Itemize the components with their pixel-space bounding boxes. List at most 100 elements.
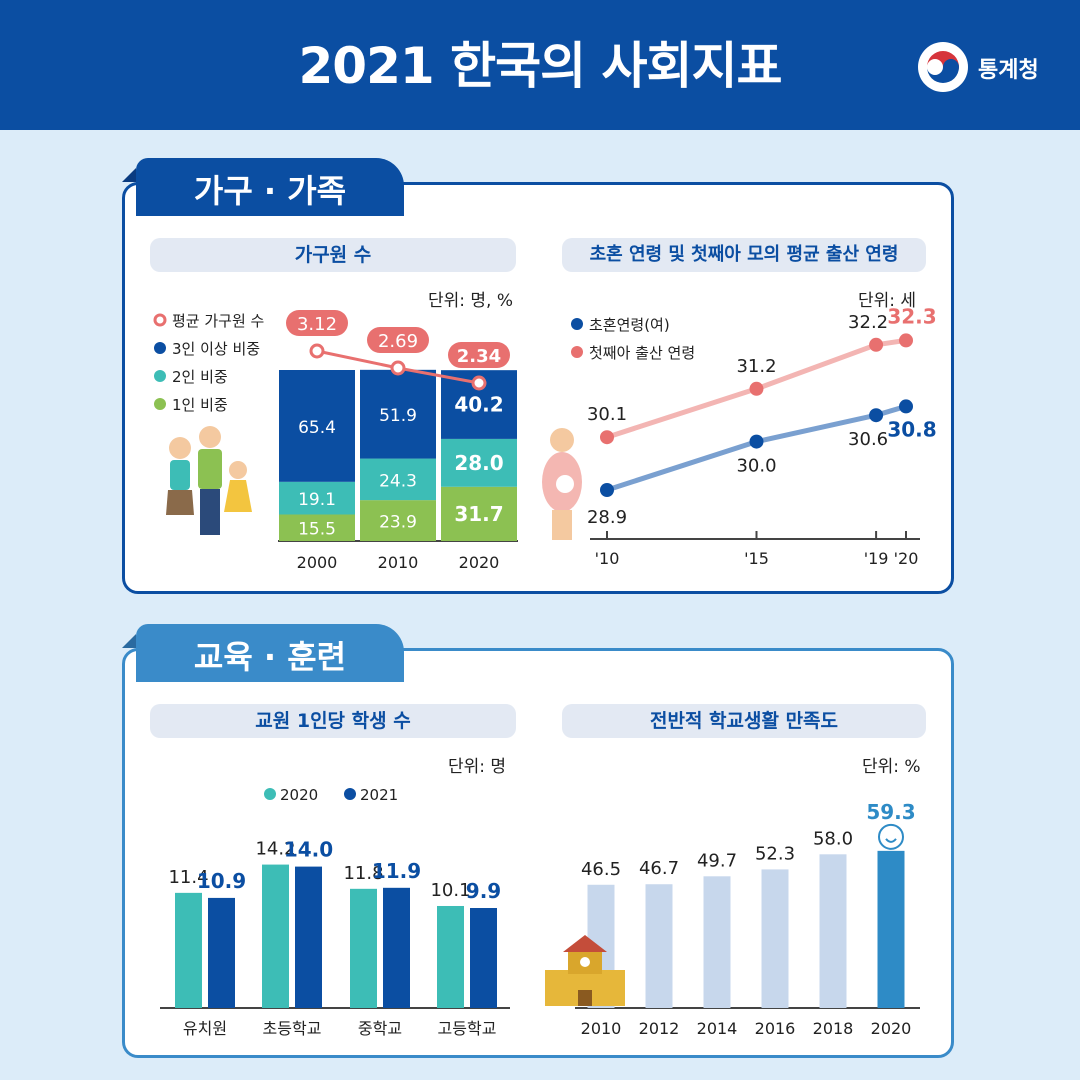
mother-head	[550, 428, 574, 452]
family-father-legs	[200, 489, 220, 535]
household-section-tab: 가구 · 가족	[136, 158, 404, 216]
mother-legs	[552, 510, 572, 540]
satisfaction-bar	[761, 869, 789, 1008]
legend-label: 1인 비중	[172, 396, 228, 414]
satisfaction-bar-label: 46.5	[581, 859, 621, 880]
students-bar	[350, 888, 377, 1008]
satisfaction-x-tick: 2018	[813, 1019, 854, 1038]
school-roof	[563, 935, 607, 952]
household-bar-label: 24.3	[379, 471, 417, 491]
household-x-tick: 2010	[378, 553, 419, 572]
marriage-series-line	[606, 404, 907, 493]
smiley-icon	[878, 823, 904, 850]
students-bar	[437, 905, 464, 1008]
students-bar	[208, 897, 235, 1008]
marriage-x-tick: '19	[864, 549, 889, 568]
school-satisfaction-unit: 단위: %	[862, 757, 921, 777]
marriage-point-label: 31.2	[736, 356, 776, 377]
marriage-point	[869, 337, 884, 352]
household-avg-point	[390, 360, 406, 376]
legend-marker	[571, 318, 583, 330]
household-x-tick: 2000	[297, 553, 338, 572]
students-bar	[295, 866, 322, 1008]
family-child-head	[229, 461, 247, 479]
household-bar-segment	[441, 438, 517, 487]
satisfaction-bar	[877, 850, 905, 1008]
marriage-age-unit: 단위: 세	[858, 291, 917, 311]
legend-marker	[344, 788, 356, 800]
header-banner: 2021 한국의 사회지표 통계청	[0, 0, 1080, 130]
marriage-point-label: 30.1	[587, 404, 627, 425]
education-section-tab: 교육 · 훈련	[136, 624, 404, 682]
marriage-point-label: 30.0	[736, 456, 776, 477]
students-bar	[175, 892, 202, 1008]
household-bar-label: 23.9	[379, 513, 417, 533]
marriage-point	[899, 399, 913, 414]
family-mother-head	[169, 437, 191, 459]
family-child-dress	[224, 480, 252, 512]
household-avg-label: 3.12	[297, 314, 337, 335]
legend-label: 평균 가구원 수	[172, 312, 264, 330]
household-members-subtitle: 가구원 수	[150, 238, 516, 272]
page-title: 2021 한국의 사회지표	[298, 37, 783, 95]
students-bar-label: 11.4	[168, 867, 208, 888]
students-bar-label: 14.0	[284, 838, 333, 862]
satisfaction-bar-label: 59.3	[866, 800, 915, 824]
students-bar	[470, 908, 497, 1008]
household-avg-point	[471, 375, 487, 391]
legend-marker	[154, 342, 166, 354]
marriage-point	[899, 333, 913, 348]
marriage-x-tick: '10	[595, 549, 620, 568]
household-bar-segment	[441, 486, 517, 541]
legend-marker	[153, 313, 167, 327]
legend-label: 3인 이상 비중	[172, 340, 260, 358]
household-bar-label: 15.5	[298, 520, 336, 540]
students-bar-label: 10.1	[430, 880, 470, 901]
satisfaction-bar	[645, 884, 673, 1008]
students-per-teacher-subtitle: 교원 1인당 학생 수	[150, 704, 516, 738]
household-tab-fold	[122, 168, 136, 182]
household-bar-label: 31.7	[454, 502, 503, 526]
marriage-point-label: 30.6	[848, 429, 888, 450]
household-avg-point	[309, 343, 325, 359]
students-x-tick: 중학교	[358, 1019, 402, 1038]
school-satisfaction-subtitle: 전반적 학교생활 만족도	[562, 704, 926, 738]
household-bar-segment	[360, 500, 436, 541]
household-bar-segment	[279, 514, 355, 541]
marriage-point	[869, 408, 884, 423]
satisfaction-bar-label: 49.7	[697, 850, 737, 871]
marriage-series-line	[606, 337, 907, 440]
marriage-point-label: 32.2	[848, 312, 888, 333]
satisfaction-x-tick: 2014	[697, 1019, 738, 1038]
satisfaction-x-tick: 2012	[639, 1019, 680, 1038]
school-door	[578, 990, 592, 1006]
marriage-point	[749, 434, 764, 449]
students-x-tick: 초등학교	[263, 1019, 322, 1038]
org-name: 통계청	[978, 58, 1039, 83]
family-father-head	[199, 426, 221, 448]
household-bar-segment	[360, 369, 436, 459]
household-bar-label: 40.2	[454, 393, 503, 417]
legend-marker	[154, 398, 166, 410]
family-father-body	[198, 449, 222, 489]
students-bar-label: 9.9	[466, 879, 501, 903]
legend-label: 2인 비중	[172, 368, 228, 386]
marriage-point-label: 32.3	[887, 304, 936, 328]
legend-marker	[154, 370, 166, 382]
marriage-point-label: 30.8	[887, 417, 936, 441]
household-x-tick: 2020	[459, 553, 500, 572]
legend-label: 첫째아 출산 연령	[589, 344, 695, 362]
students-bar-label: 14.2	[255, 839, 295, 860]
household-avg-badge	[286, 310, 348, 336]
students-per-teacher-unit: 단위: 명	[448, 757, 507, 777]
korea-emblem-icon	[918, 42, 968, 92]
household-bar-label: 51.9	[379, 406, 417, 426]
satisfaction-bar-label: 46.7	[639, 858, 679, 879]
legend-marker	[264, 788, 276, 800]
marriage-point	[749, 381, 764, 396]
students-x-tick: 고등학교	[438, 1019, 497, 1038]
marriage-x-tick: '15	[744, 549, 769, 568]
satisfaction-bar-label: 52.3	[755, 843, 795, 864]
marriage-point-label: 28.9	[587, 507, 627, 528]
